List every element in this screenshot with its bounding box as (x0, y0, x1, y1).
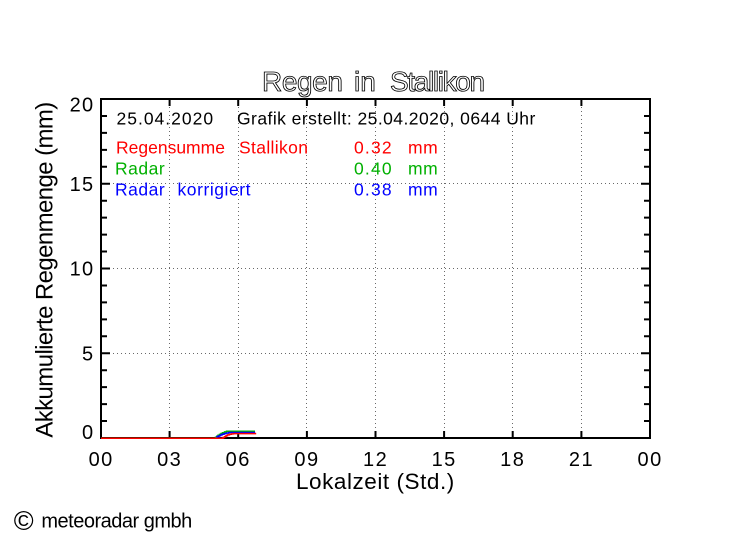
svg-text:korrigiert: korrigiert (178, 180, 252, 200)
svg-text:Akkumulierte Regenmenge (mm): Akkumulierte Regenmenge (mm) (32, 102, 59, 437)
svg-text:10: 10 (70, 259, 95, 281)
svg-text:0.40: 0.40 (354, 158, 393, 178)
svg-text:25.04.2020: 25.04.2020 (117, 108, 215, 128)
svg-text:03: 03 (157, 449, 182, 471)
svg-text:Regensumme: Regensumme (116, 137, 225, 157)
svg-text:15: 15 (70, 174, 95, 196)
svg-text:meteoradar gmbh: meteoradar gmbh (41, 511, 191, 533)
svg-text:Stallikon: Stallikon (390, 66, 484, 97)
svg-text:mm: mm (408, 137, 438, 157)
svg-text:12: 12 (363, 449, 388, 471)
svg-text:Grafik erstellt: 25.04.2020, 0: Grafik erstellt: 25.04.2020, 0644 Uhr (237, 108, 536, 128)
svg-text:Stallikon: Stallikon (239, 137, 308, 157)
svg-text:5: 5 (82, 343, 94, 365)
svg-text:mm: mm (408, 180, 438, 200)
svg-text:Regen: Regen (262, 66, 343, 97)
svg-text:06: 06 (226, 449, 251, 471)
svg-text:in: in (354, 66, 376, 97)
svg-text:00: 00 (637, 449, 662, 471)
svg-text:©: © (14, 506, 34, 536)
svg-text:21: 21 (569, 449, 594, 471)
svg-text:0.32: 0.32 (354, 137, 393, 157)
svg-text:Lokalzeit (Std.): Lokalzeit (Std.) (296, 469, 455, 494)
svg-text:0.38: 0.38 (354, 180, 393, 200)
svg-text:09: 09 (294, 449, 319, 471)
svg-text:0: 0 (82, 422, 94, 444)
svg-text:Radar: Radar (115, 158, 165, 178)
svg-text:mm: mm (408, 158, 438, 178)
svg-text:00: 00 (89, 449, 114, 471)
svg-text:15: 15 (432, 449, 457, 471)
svg-text:Radar: Radar (115, 180, 165, 200)
svg-text:18: 18 (500, 449, 525, 471)
svg-text:20: 20 (70, 95, 95, 117)
